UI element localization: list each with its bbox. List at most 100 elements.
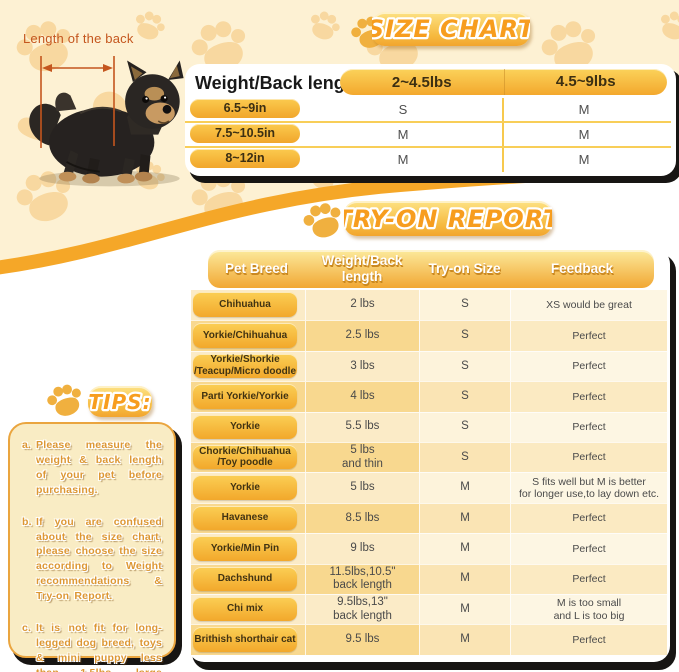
- header-feedback: Feedback: [550, 261, 614, 277]
- breed-cell: Chihuahua: [191, 290, 305, 321]
- size-cell: S: [419, 441, 510, 473]
- feedback-cell: Perfect: [510, 381, 667, 412]
- breed-cell: Yorkie: [191, 411, 305, 442]
- weight-cell: 5 lbs and thin: [305, 441, 419, 473]
- svg-text:SIZE CHART: SIZE CHART: [372, 15, 530, 43]
- tip-prefix: c.: [22, 622, 32, 635]
- tryon-table-row: Chi mix 9.5lbs,13" back length M M is to…: [191, 593, 667, 625]
- breed-pill: Dachshund: [193, 566, 297, 591]
- breed-label: Yorkie: [230, 421, 260, 432]
- tryon-table-body: Chihuahua 2 lbs S XS would be great York…: [191, 290, 667, 655]
- tip-item: c. It is not fit for long-legged dog bre…: [22, 621, 162, 672]
- size-chart-row: 8~12in M M: [185, 148, 671, 171]
- size-cell: M: [419, 472, 510, 503]
- breed-cell: Havanese: [191, 502, 305, 534]
- svg-text:TIPS:: TIPS:: [88, 390, 151, 414]
- size-cell: S: [419, 411, 510, 442]
- feedback-cell: Perfect: [510, 441, 667, 473]
- size-chart-table: Weight/Back length 2~4.5lbs 4.5~9lbs 6.5…: [185, 64, 676, 176]
- breed-pill: Yorkie/Min Pin: [193, 536, 297, 561]
- size-chart-column-headers: 2~4.5lbs 4.5~9lbs: [340, 69, 667, 95]
- size-chart-row: 6.5~9in S M: [185, 98, 671, 123]
- breed-cell: Chorkie/Chihuahua /Toy poodle: [191, 441, 305, 473]
- breed-cell: Yorkie/Chihuahua: [191, 320, 305, 351]
- weight-cell: 5 lbs: [305, 472, 419, 503]
- size-value: M: [578, 102, 590, 117]
- tryon-table-row: Yorkie/Shorkie /Teacup/Micro doodle 3 lb…: [191, 350, 667, 382]
- breed-pill: Chi mix: [193, 596, 297, 622]
- feedback-cell: Perfect: [510, 411, 667, 442]
- breed-label: Chihuahua: [219, 298, 271, 310]
- tryon-table-row: Yorkie 5 lbs M S fits well but M is bett…: [191, 472, 667, 503]
- size-cell: M: [419, 624, 510, 655]
- breed-cell: Brithish shorthair cat: [191, 624, 305, 655]
- weight-cell: 4 lbs: [305, 381, 419, 412]
- tryon-table-row: Havanese 8.5 lbs M Perfect: [191, 502, 667, 534]
- size-cell: M: [419, 593, 510, 625]
- tips-box: a. Please measure the weight & back leng…: [8, 422, 176, 672]
- breed-label: Yorkie/Min Pin: [210, 542, 280, 554]
- feedback-cell: Perfect: [510, 350, 667, 382]
- back-length-pill: 6.5~9in: [190, 99, 300, 118]
- tryon-table-row: Brithish shorthair cat 9.5 lbs M Perfect: [191, 624, 667, 655]
- breed-label: Chorkie/Chihuahua /Toy poodle: [199, 445, 291, 469]
- tryon-report-table: Pet Breed Weight/Back length Try-on Size…: [188, 248, 670, 662]
- size-cell: M: [419, 563, 510, 594]
- tryon-report-title: TRY-ON REPORT: [333, 201, 562, 236]
- breed-pill: Havanese: [193, 505, 297, 531]
- breed-pill: Chorkie/Chihuahua /Toy poodle: [193, 444, 297, 470]
- tip-item: a. Please measure the weight & back leng…: [22, 438, 162, 498]
- tryon-table-row: Chihuahua 2 lbs S XS would be great: [191, 290, 667, 321]
- size-cell: M: [419, 502, 510, 534]
- tryon-table-row: Parti Yorkie/Yorkie 4 lbs S Perfect: [191, 381, 667, 412]
- tryon-table-row: Yorkie 5.5 lbs S Perfect: [191, 411, 667, 442]
- back-length-pill: 8~12in: [190, 149, 300, 168]
- breed-cell: Yorkie: [191, 472, 305, 503]
- breed-pill: Yorkie/Chihuahua: [193, 323, 297, 348]
- size-chart-title: SIZE CHART: [365, 12, 537, 46]
- column-weight-range-1: 2~4.5lbs: [391, 73, 452, 91]
- size-cell: S: [419, 381, 510, 412]
- breed-label: Parti Yorkie/Yorkie: [201, 390, 289, 402]
- column-divider: [502, 98, 504, 172]
- svg-text:TRY-ON REPORT: TRY-ON REPORT: [344, 205, 552, 233]
- header-weight-back-length: Weight/Back length: [321, 253, 403, 284]
- tryon-table-row: Dachshund 11.5lbs,10.5" back length M Pe…: [191, 563, 667, 594]
- tips-title: TIPS:: [86, 386, 153, 417]
- breed-label: Brithish shorthair cat: [194, 633, 296, 645]
- size-cell: S: [419, 320, 510, 351]
- breed-pill: Parti Yorkie/Yorkie: [193, 384, 297, 409]
- breed-cell: Parti Yorkie/Yorkie: [191, 381, 305, 412]
- column-weight-range-2: 4.5~9lbs: [503, 69, 668, 95]
- measure-label: Length of the back: [23, 31, 134, 46]
- weight-cell: 5.5 lbs: [305, 411, 419, 442]
- breed-pill: Chihuahua: [193, 292, 297, 318]
- size-chart-corner-header: Weight/Back length: [195, 73, 362, 93]
- tip-text: If you are confused about the size chart…: [36, 515, 162, 603]
- size-cell: M: [419, 533, 510, 564]
- breed-cell: Chi mix: [191, 593, 305, 625]
- breed-pill: Yorkie/Shorkie /Teacup/Micro doodle: [193, 353, 297, 379]
- size-cell: S: [419, 350, 510, 382]
- tip-text: It is not fit for long-legged dog breed,…: [36, 622, 162, 672]
- tryon-table-row: Chorkie/Chihuahua /Toy poodle 5 lbs and …: [191, 441, 667, 473]
- size-value: M: [578, 152, 590, 167]
- feedback-cell: Perfect: [510, 320, 667, 351]
- breed-pill: Brithish shorthair cat: [193, 627, 297, 652]
- breed-label: Yorkie/Shorkie /Teacup/Micro doodle: [193, 354, 297, 377]
- header-pet-breed: Pet Breed: [224, 261, 289, 277]
- back-length-pill: 7.5~10.5in: [190, 124, 300, 143]
- feedback-cell: XS would be great: [510, 290, 667, 321]
- weight-cell: 2 lbs: [305, 290, 419, 321]
- back-length-dimension-line: [40, 56, 115, 148]
- breed-cell: Yorkie/Shorkie /Teacup/Micro doodle: [191, 350, 305, 382]
- tryon-table-row: Yorkie/Min Pin 9 lbs M Perfect: [191, 533, 667, 564]
- weight-cell: 3 lbs: [305, 350, 419, 382]
- breed-label: Yorkie/Chihuahua: [202, 329, 288, 341]
- breed-pill: Yorkie: [193, 475, 297, 500]
- breed-pill: Yorkie: [193, 414, 297, 439]
- size-value: M: [397, 152, 409, 167]
- feedback-cell: S fits well but M is better for longer u…: [510, 472, 667, 503]
- tip-item: b. If you are confused about the size ch…: [22, 515, 162, 604]
